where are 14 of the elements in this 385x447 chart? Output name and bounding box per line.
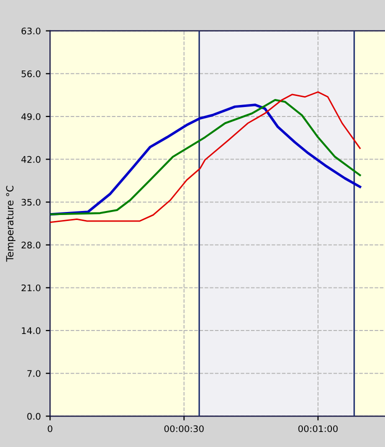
y-tick-label: 0.0: [27, 412, 40, 420]
y-tick-label: 63.0: [22, 28, 40, 34]
x-tick-label: 00:00:30: [164, 425, 204, 432]
y-tick-label: 56.0: [22, 70, 40, 78]
y-tick-label: 14.0: [22, 327, 40, 334]
y-axis-title: Temperature °C: [6, 186, 16, 262]
y-tick-label: 49.0: [21, 113, 40, 120]
y-tick-label: 7.0: [27, 370, 40, 377]
y-tick-label: 21.0: [22, 284, 40, 292]
y-tick-label: 42.0: [21, 156, 40, 163]
y-tick-label: 35.0: [22, 198, 40, 206]
x-tick-label: 0: [48, 425, 52, 432]
x-tick-label: 00:01:00: [298, 425, 338, 432]
y-tick-label: 28.0: [22, 242, 40, 248]
